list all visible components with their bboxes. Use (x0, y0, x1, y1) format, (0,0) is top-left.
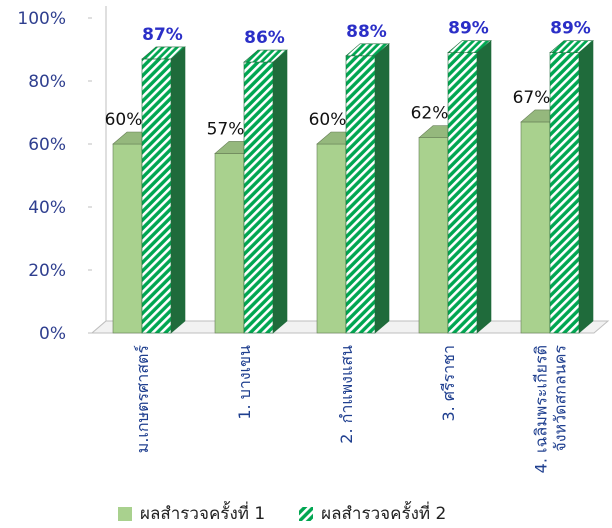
y-tick-label: 80% (28, 72, 66, 92)
bar-series-2-3-top (345, 43, 390, 57)
bar-series-2-2-top (243, 49, 288, 63)
x-tick-label-group: ม.เกษตรศาสตร์ (133, 345, 152, 454)
legend-swatch-series-1 (118, 506, 132, 521)
legend-swatch-series-2 (299, 506, 314, 521)
data-label-series-2-3: 88% (346, 22, 387, 42)
y-tick-label: 40% (28, 198, 66, 218)
y-tick-label: 20% (28, 261, 66, 281)
bar-series-2-4 (447, 52, 478, 334)
y-tick-label: 100% (17, 9, 66, 29)
bar-series-2-3 (345, 55, 376, 334)
bar-series-1-3 (316, 143, 347, 334)
data-label-series-2-1: 87% (142, 25, 183, 45)
chart-axes: 0% 20% 40% 60% 80% 100% (17, 6, 610, 344)
x-tick-label: 4. เฉลิมพระเกียรติ (532, 345, 551, 473)
bar-series-2-4-top (447, 40, 492, 53)
bar-series-2-1-side (170, 46, 186, 334)
legend-label-series-2: ผลสำรวจครั้งที่ 2 (321, 504, 447, 524)
chart-legend: ผลสำรวจครั้งที่ 1 ผลสำรวจครั้งที่ 2 (118, 500, 480, 527)
x-tick-label: ม.เกษตรศาสตร์ (133, 345, 152, 454)
x-tick-label: 1. บางเขน (235, 345, 254, 420)
bar-series-2-5 (549, 52, 580, 334)
data-label-series-1-4: 62% (411, 104, 449, 124)
bar-series-1-1 (112, 143, 143, 334)
x-tick-label-group: 1. บางเขน (235, 345, 254, 420)
bar-series-2-4-side (476, 39, 492, 334)
x-tick-label: 2. กำแพงแสน (337, 345, 356, 444)
bar-series-1-4 (418, 137, 449, 334)
y-tick-label: 60% (28, 135, 66, 155)
legend-item-series-2: ผลสำรวจครั้งที่ 2 (299, 500, 446, 527)
x-tick-label-group: 3. ศรีราชา (439, 345, 458, 422)
data-label-series-2-2: 86% (244, 28, 285, 48)
bar-series-2-1-top (141, 46, 186, 60)
bar-series-2-5-top (549, 40, 594, 53)
legend-item-series-1: ผลสำรวจครั้งที่ 1 (118, 500, 265, 527)
x-tick-label-group: 2. กำแพงแสน (337, 345, 356, 444)
back-wall-edge (91, 6, 107, 334)
data-label-series-2-4: 89% (448, 19, 489, 39)
data-label-series-1-3: 60% (309, 110, 347, 130)
data-label-series-1-5: 67% (513, 88, 551, 108)
x-tick-label-group: 4. เฉลิมพระเกียรติ จังหวัดสกลนคร (532, 345, 570, 474)
data-label-series-1-2: 57% (207, 119, 245, 139)
bar-series-1-2 (214, 153, 245, 334)
bar-series-2-3-side (374, 43, 390, 334)
chart-labels: 60% 87% ม.เกษตรศาสตร์ 57% 86% 1. บางเขน 60% 88%… (105, 19, 591, 474)
bar-series-2-5-side (578, 39, 594, 334)
bar-series-2-1 (141, 58, 172, 334)
x-tick-label: 3. ศรีราชา (439, 345, 458, 422)
legend-label-series-1: ผลสำรวจครั้งที่ 1 (140, 504, 266, 524)
bar-series-2-2-side (272, 49, 288, 334)
y-tick-label: 0% (39, 324, 66, 344)
chart-bars (112, 39, 594, 334)
bar-series-2-2 (243, 61, 274, 334)
x-tick-label: จังหวัดสกลนคร (551, 345, 570, 452)
data-label-series-2-5: 89% (550, 19, 591, 39)
bar-series-1-5 (520, 121, 551, 334)
data-label-series-1-1: 60% (105, 110, 143, 130)
